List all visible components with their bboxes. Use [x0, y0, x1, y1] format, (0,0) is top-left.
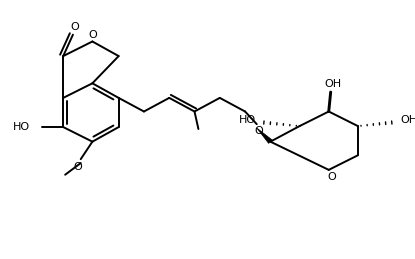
Text: O: O [254, 126, 263, 136]
Text: O: O [88, 30, 97, 40]
Text: OH: OH [324, 79, 341, 89]
Text: O: O [327, 172, 336, 182]
Text: O: O [73, 162, 82, 172]
Polygon shape [257, 128, 272, 143]
Text: OH: OH [400, 115, 415, 125]
Text: HO: HO [13, 122, 30, 132]
Text: HO: HO [239, 115, 256, 125]
Text: O: O [71, 22, 79, 32]
